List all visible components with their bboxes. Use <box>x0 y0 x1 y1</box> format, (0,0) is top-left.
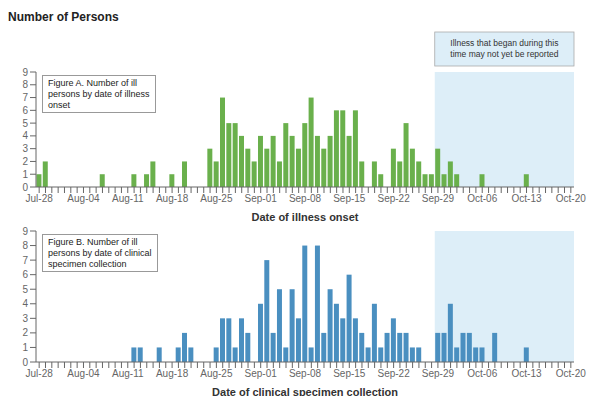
svg-text:Aug-18: Aug-18 <box>156 193 189 204</box>
svg-text:0: 0 <box>22 357 28 368</box>
svg-text:Sep-22: Sep-22 <box>377 368 410 379</box>
svg-text:Sep-08: Sep-08 <box>289 368 322 379</box>
html-text:Figure B. Number of ill person: Figure B. Number of ill persons by date … <box>48 237 152 269</box>
svg-text:1: 1 <box>22 342 28 353</box>
svg-text:3: 3 <box>22 143 28 154</box>
svg-text:2: 2 <box>22 156 28 167</box>
html-text:Number of Persons: Number of Persons <box>8 10 119 24</box>
svg-text:Oct-06: Oct-06 <box>467 193 497 204</box>
svg-text:Oct-13: Oct-13 <box>512 193 542 204</box>
svg-text:4: 4 <box>22 298 28 309</box>
svg-text:5: 5 <box>22 118 28 129</box>
svg-text:2: 2 <box>22 327 28 338</box>
svg-text:8: 8 <box>22 79 28 90</box>
svg-text:Aug-04: Aug-04 <box>67 193 100 204</box>
svg-text:7: 7 <box>22 92 28 103</box>
svg-text:Sep-15: Sep-15 <box>333 368 366 379</box>
svg-text:Oct-06: Oct-06 <box>467 368 497 379</box>
svg-text:Oct-20: Oct-20 <box>556 193 586 204</box>
svg-text:6: 6 <box>22 105 28 116</box>
svg-text:Sep-29: Sep-29 <box>422 193 455 204</box>
svg-text:9: 9 <box>22 67 28 78</box>
svg-text:Aug-25: Aug-25 <box>200 368 233 379</box>
svg-text:Sep-01: Sep-01 <box>245 193 278 204</box>
svg-text:Jul-28: Jul-28 <box>26 368 54 379</box>
html-text:Figure A. Number of ill person: Figure A. Number of ill persons by date … <box>48 78 150 110</box>
svg-text:Date of clinical specimen coll: Date of clinical specimen collection <box>212 386 398 396</box>
svg-text:7: 7 <box>22 255 28 266</box>
svg-text:Date of illness onset: Date of illness onset <box>252 211 359 221</box>
svg-text:Aug-25: Aug-25 <box>200 193 233 204</box>
svg-text:time may not yet be reported: time may not yet be reported <box>450 49 558 59</box>
svg-text:Sep-29: Sep-29 <box>422 368 455 379</box>
svg-text:8: 8 <box>22 240 28 251</box>
svg-text:Aug-11: Aug-11 <box>112 193 144 204</box>
svg-text:Aug-11: Aug-11 <box>112 368 144 379</box>
svg-text:0: 0 <box>22 182 28 193</box>
svg-text:Sep-01: Sep-01 <box>245 368 278 379</box>
svg-text:4: 4 <box>22 130 28 141</box>
svg-text:6: 6 <box>22 269 28 280</box>
svg-text:Oct-20: Oct-20 <box>556 368 586 379</box>
svg-text:9: 9 <box>22 226 28 237</box>
svg-text:Sep-15: Sep-15 <box>333 193 366 204</box>
svg-text:Aug-04: Aug-04 <box>67 368 100 379</box>
svg-text:Illness that began during this: Illness that began during this <box>450 38 558 48</box>
svg-text:Aug-18: Aug-18 <box>156 368 189 379</box>
svg-text:Jul-28: Jul-28 <box>26 193 54 204</box>
svg-text:Sep-08: Sep-08 <box>289 193 322 204</box>
svg-text:1: 1 <box>22 169 28 180</box>
svg-text:3: 3 <box>22 313 28 324</box>
svg-text:Sep-22: Sep-22 <box>377 193 410 204</box>
svg-text:5: 5 <box>22 284 28 295</box>
svg-text:Oct-13: Oct-13 <box>512 368 542 379</box>
